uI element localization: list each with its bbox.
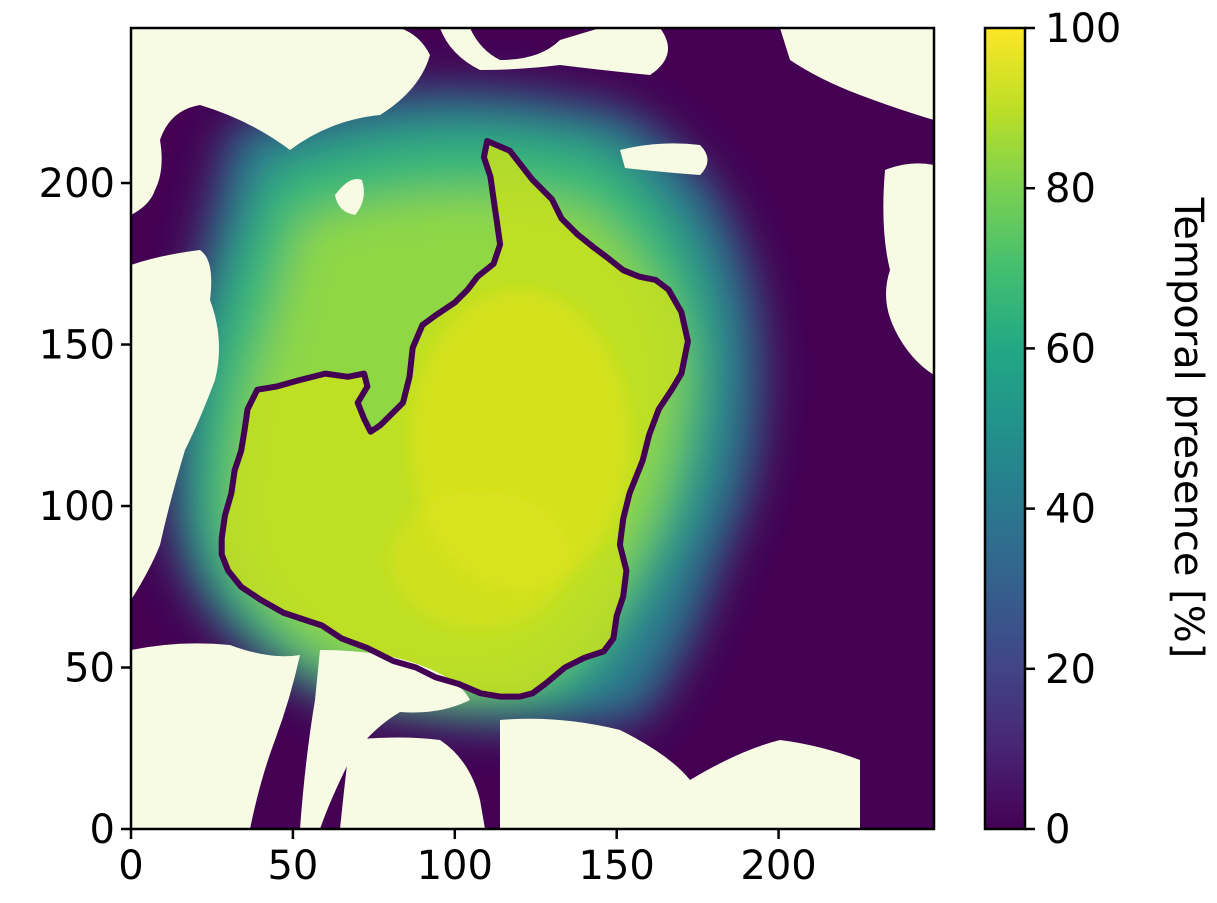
land-masses [131, 28, 934, 829]
colorbar-ticks: 0 20 40 60 80 100 [1025, 6, 1121, 853]
y-tick-label: 0 [90, 807, 115, 853]
colorbar [983, 26, 1027, 831]
colorbar-tick-label: 0 [1045, 807, 1070, 853]
colorbar-tick-label: 80 [1045, 166, 1096, 212]
y-tick-label: 50 [64, 646, 115, 692]
x-tick-label: 100 [417, 843, 493, 889]
land-bottom-right [500, 718, 860, 829]
colorbar-tick-label: 20 [1045, 647, 1096, 693]
x-tick-label: 200 [740, 843, 816, 889]
peak-glow [390, 290, 630, 630]
land-top-left [131, 28, 430, 215]
plot-frame [129, 26, 936, 831]
contour-line [218, 138, 691, 700]
y-tick-label: 150 [39, 323, 115, 369]
colorbar-tick-label: 60 [1045, 326, 1096, 372]
land-bottom-archipelago [340, 737, 485, 829]
y-axis: 0 50 100 150 200 [39, 161, 131, 853]
y-tick-label: 200 [39, 161, 115, 207]
y-tick-label: 100 [39, 484, 115, 530]
x-tick-label: 150 [579, 843, 655, 889]
x-tick-label: 50 [267, 843, 318, 889]
presence-contour [218, 138, 691, 700]
x-axis: 0 50 100 150 200 [118, 829, 817, 889]
land-bottom-left [131, 643, 300, 829]
plot-area [131, 28, 934, 829]
land-left [131, 250, 219, 600]
land-top-right [780, 28, 934, 120]
land-bottom-center [300, 650, 470, 829]
x-tick-label: 0 [118, 843, 143, 889]
colorbar-tick-label: 100 [1045, 6, 1121, 52]
land-right [883, 163, 934, 375]
land-small-island [335, 179, 364, 215]
colorbar-label: Temporal presence [%] [1165, 197, 1211, 659]
land-top-center [440, 28, 668, 75]
land-island [620, 143, 708, 175]
colorbar-tick-label: 40 [1045, 487, 1096, 533]
